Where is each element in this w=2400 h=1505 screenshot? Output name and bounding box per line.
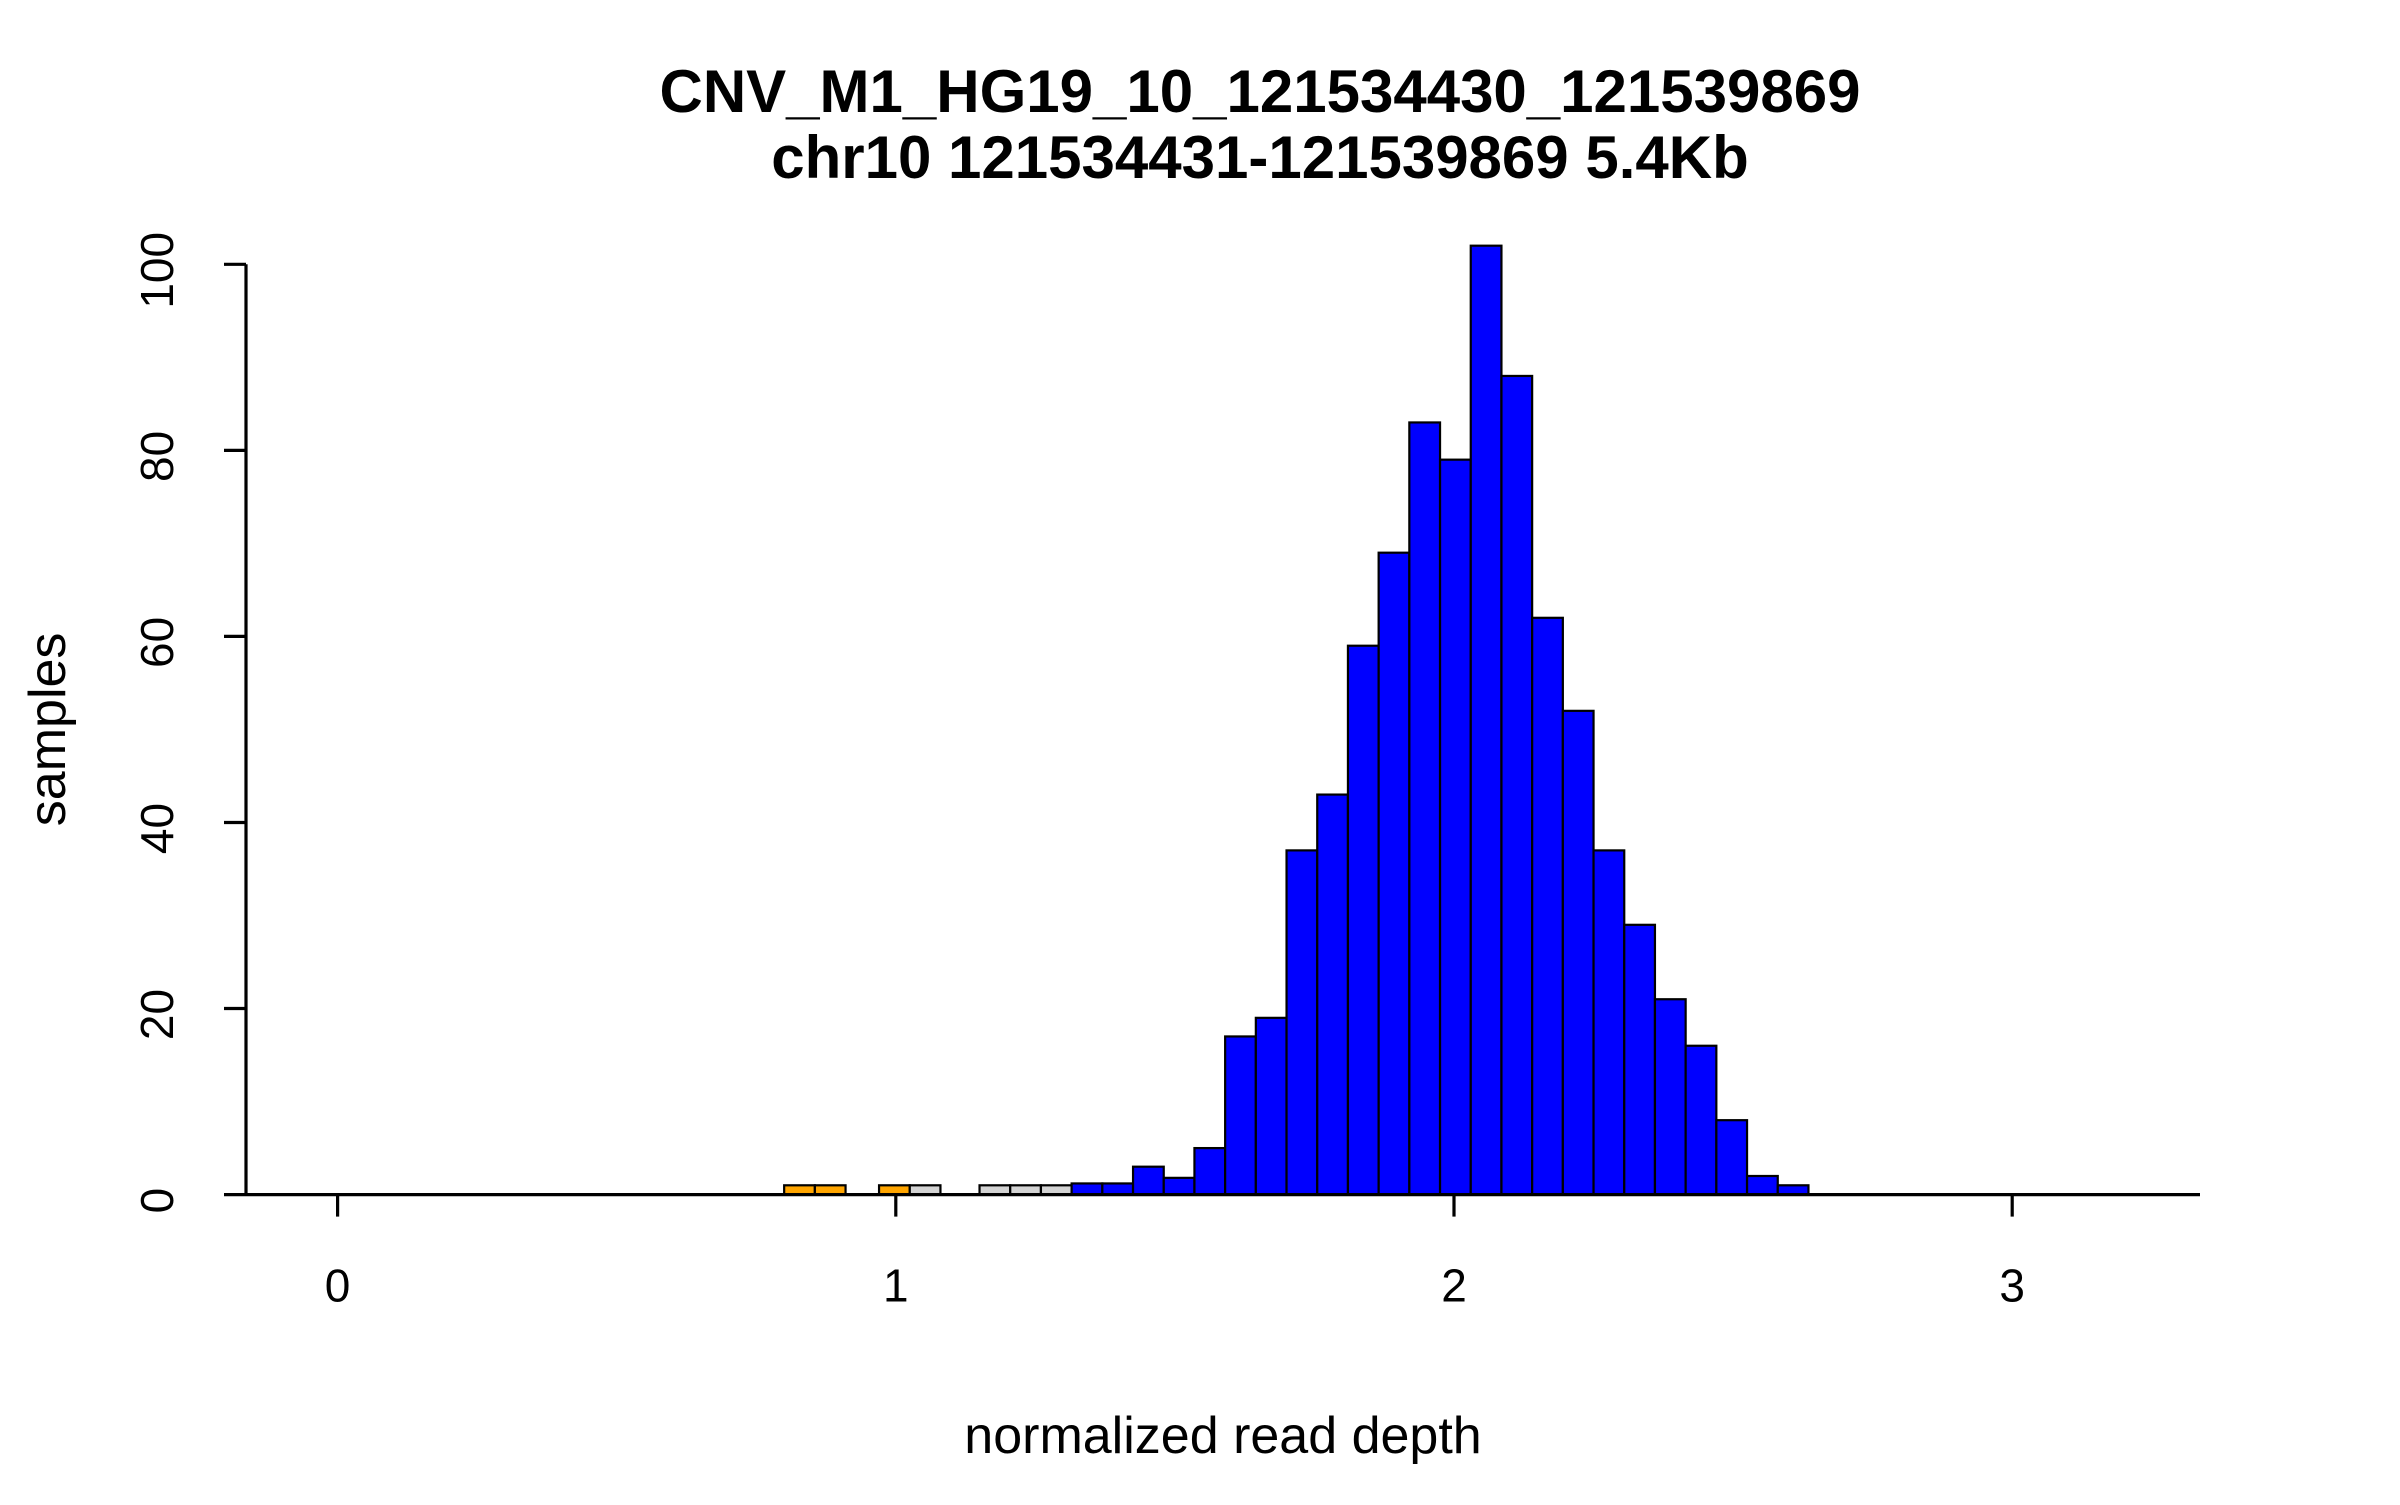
svg-text:chr10 121534431-121539869 5.4K: chr10 121534431-121539869 5.4Kb xyxy=(771,124,1748,191)
svg-text:samples: samples xyxy=(19,633,77,827)
svg-text:80: 80 xyxy=(131,431,183,482)
svg-text:CNV_M1_HG19_10_121534430_12153: CNV_M1_HG19_10_121534430_121539869 xyxy=(660,58,1861,125)
svg-text:40: 40 xyxy=(131,803,183,854)
svg-text:3: 3 xyxy=(1999,1260,2025,1312)
svg-text:2: 2 xyxy=(1441,1260,1467,1312)
svg-text:20: 20 xyxy=(131,989,183,1040)
svg-text:0: 0 xyxy=(131,1188,183,1214)
svg-text:60: 60 xyxy=(131,617,183,668)
svg-text:1: 1 xyxy=(883,1260,909,1312)
svg-text:0: 0 xyxy=(325,1260,351,1312)
svg-text:normalized read depth: normalized read depth xyxy=(964,1407,1481,1465)
svg-text:100: 100 xyxy=(131,232,183,309)
